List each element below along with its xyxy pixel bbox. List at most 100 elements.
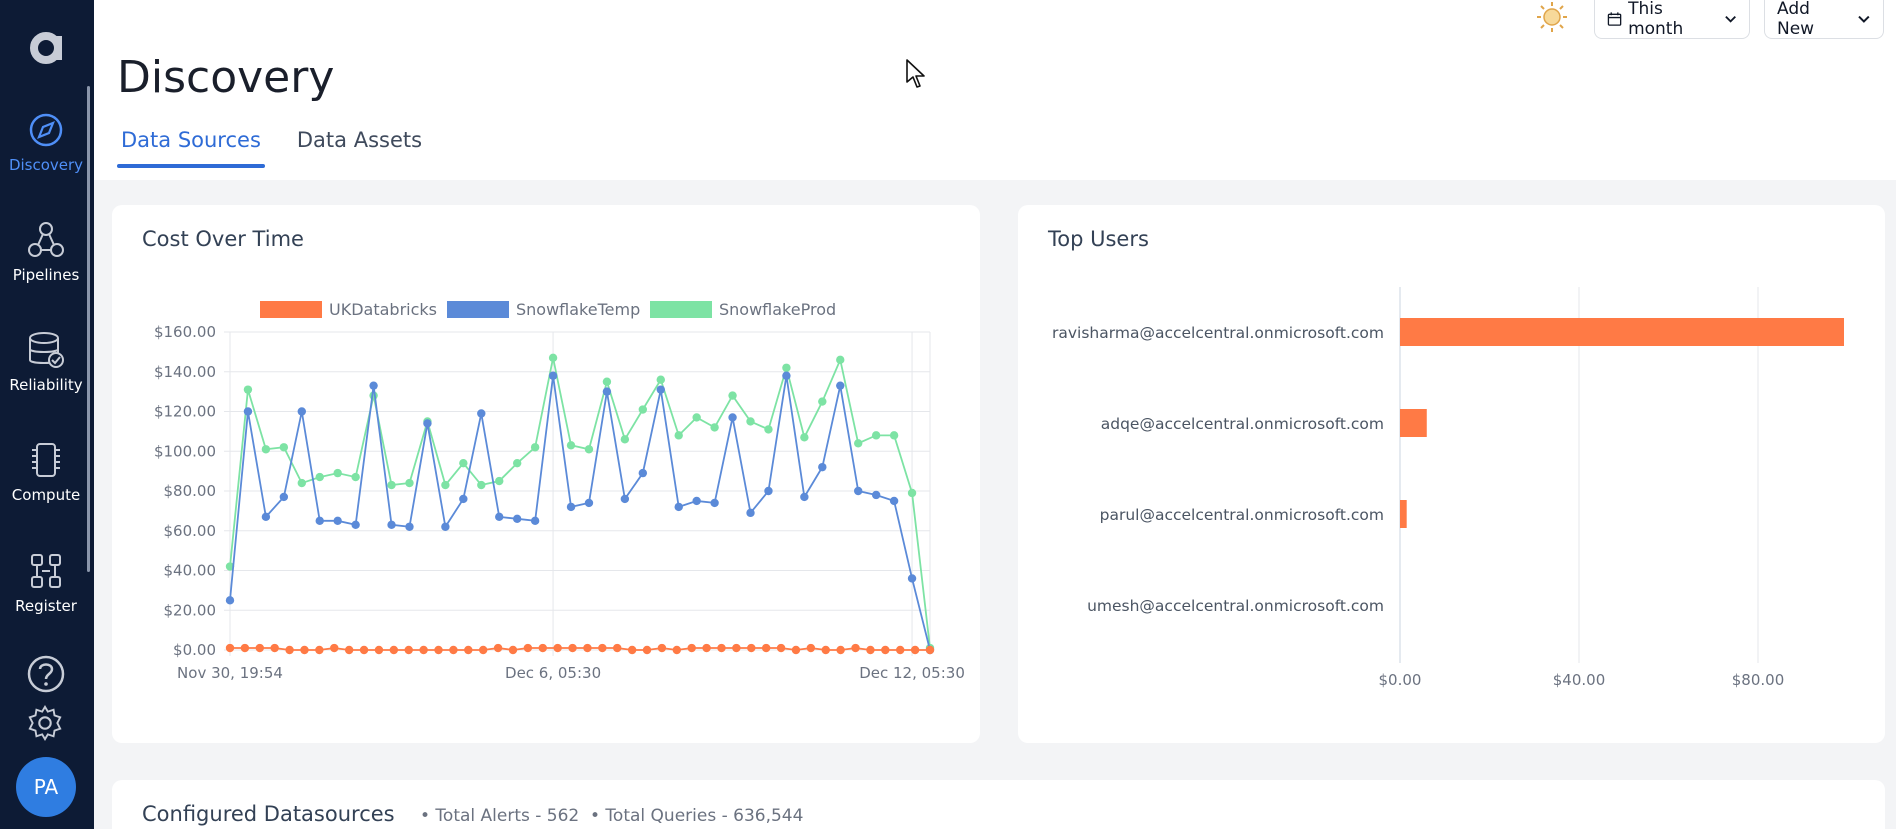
data-point	[315, 645, 324, 655]
data-point	[315, 472, 324, 482]
data-point	[351, 472, 360, 482]
data-point	[538, 643, 547, 653]
data-point	[836, 355, 845, 365]
sidebar-item-register[interactable]: Register	[0, 551, 92, 615]
y-tick-label: $0.00	[173, 641, 216, 659]
series-line	[229, 356, 931, 649]
data-point	[369, 381, 378, 390]
y-tick-label: $120.00	[154, 403, 216, 421]
legend-label: SnowflakeTemp	[516, 300, 640, 319]
legend-swatch	[650, 301, 712, 318]
gear-icon[interactable]	[26, 704, 64, 742]
data-point	[261, 445, 271, 454]
data-point	[657, 643, 667, 653]
data-point	[270, 643, 279, 653]
cost-over-time-chart: $0.00 $20.00 $40.00 $60.00 $80.00 $100.00 $120…	[154, 300, 965, 682]
sidebar-scrollbar[interactable]	[87, 86, 90, 572]
sidebar-item-pipelines[interactable]: Pipelines	[0, 220, 92, 284]
data-point	[806, 643, 816, 653]
data-point	[243, 407, 253, 416]
sidebar: Discovery Pipelines Reliability Compute	[0, 0, 94, 829]
data-point	[225, 562, 235, 571]
data-point	[405, 522, 414, 531]
data-point	[866, 645, 875, 655]
data-point	[495, 512, 504, 522]
data-point	[441, 522, 450, 531]
chevron-down-icon	[1725, 15, 1736, 23]
y-tick-label: $40.00	[164, 562, 217, 580]
data-point	[889, 496, 899, 506]
data-point	[530, 443, 540, 452]
x-tick-label: Dec 12, 05:30	[859, 664, 965, 682]
data-point	[764, 486, 773, 496]
legend-label: SnowflakeProd	[719, 300, 836, 319]
mouse-cursor-icon	[906, 59, 925, 88]
date-range-dropdown[interactable]: This month	[1594, 0, 1750, 39]
tab-bar: Data Sources Data Assets	[117, 128, 426, 168]
data-point	[692, 413, 701, 422]
top-users-card: Top Users $0.00 $40.00 $80.00 ravisharma@ac…	[1018, 205, 1885, 743]
help-icon[interactable]	[26, 654, 66, 694]
register-icon	[31, 554, 61, 588]
database-check-icon	[29, 332, 64, 368]
data-point	[240, 643, 250, 653]
sidebar-item-reliability[interactable]: Reliability	[0, 330, 92, 394]
cost-over-time-card: Cost Over Time $0.00 $20.00 $40.00 $60.00 $8…	[112, 205, 980, 743]
data-point	[881, 645, 890, 655]
x-tick-label: Nov 30, 19:54	[177, 664, 283, 682]
data-point	[300, 645, 309, 655]
data-point	[225, 643, 235, 653]
data-point	[871, 431, 881, 440]
data-point	[333, 516, 342, 526]
card-title: Configured Datasources	[142, 802, 395, 826]
data-point	[656, 375, 665, 384]
data-point	[896, 645, 905, 655]
data-point	[907, 488, 917, 498]
data-point	[387, 520, 396, 529]
data-point	[764, 425, 773, 434]
data-point	[333, 468, 342, 478]
data-point	[925, 645, 935, 655]
data-point	[508, 645, 518, 655]
sidebar-item-discovery[interactable]: Discovery	[0, 110, 92, 174]
avatar[interactable]: PA	[16, 757, 76, 817]
sidebar-item-label: Reliability	[9, 376, 83, 394]
data-point	[583, 643, 592, 653]
data-point	[728, 413, 737, 422]
y-tick-label: $60.00	[164, 522, 217, 540]
category-label: parul@accelcentral.onmicrosoft.com	[1100, 506, 1384, 524]
data-point	[330, 643, 339, 653]
page-title: Discovery	[117, 52, 335, 103]
y-tick-label: $140.00	[154, 363, 216, 381]
data-point	[495, 476, 504, 486]
sun-icon[interactable]	[1535, 0, 1569, 34]
category-label: adqe@accelcentral.onmicrosoft.com	[1101, 415, 1384, 433]
data-point	[710, 423, 719, 432]
category-label: umesh@accelcentral.onmicrosoft.com	[1087, 597, 1384, 615]
app-logo[interactable]	[26, 28, 66, 68]
data-point	[434, 645, 443, 655]
data-point	[782, 371, 791, 380]
data-point	[374, 645, 384, 655]
compass-icon	[29, 113, 63, 147]
total-queries: • Total Queries - 636,544	[590, 806, 804, 826]
data-point	[818, 462, 827, 472]
data-point	[761, 643, 771, 653]
card-title: Top Users	[1048, 227, 1149, 251]
data-point	[344, 645, 354, 655]
sidebar-item-label: Pipelines	[12, 266, 80, 284]
add-new-dropdown[interactable]: Add New	[1764, 0, 1884, 39]
x-tick-label: $0.00	[1379, 671, 1422, 689]
bar	[1400, 318, 1844, 346]
data-point	[441, 480, 450, 490]
data-point	[548, 353, 558, 363]
data-point	[687, 643, 696, 653]
data-point	[449, 645, 458, 655]
tab-data-assets[interactable]: Data Assets	[296, 128, 423, 152]
sidebar-item-compute[interactable]: Compute	[0, 440, 92, 504]
data-point	[255, 643, 264, 653]
tab-data-sources[interactable]: Data Sources	[117, 128, 265, 168]
date-range-label: This month	[1628, 0, 1684, 39]
data-point	[389, 645, 399, 655]
data-point	[351, 520, 360, 529]
